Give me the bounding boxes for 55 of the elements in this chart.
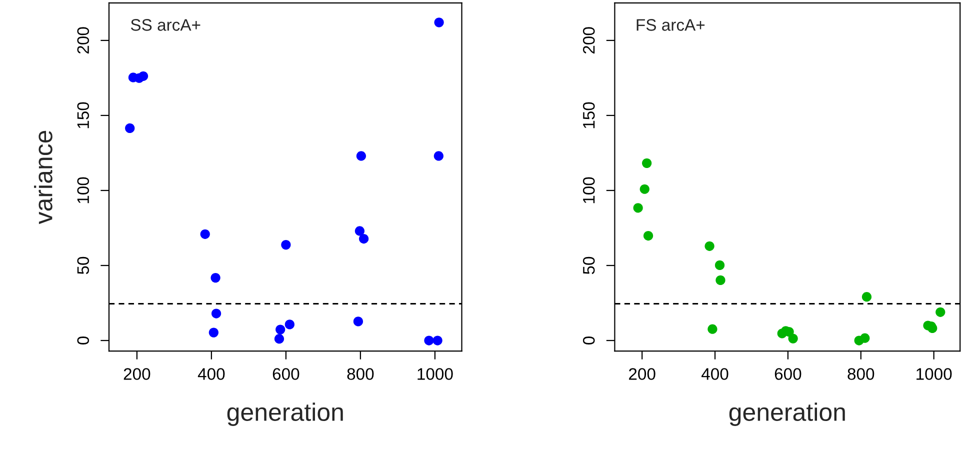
x-tick-label: 600 [774, 368, 802, 380]
point [424, 336, 434, 346]
point [138, 71, 148, 81]
text: SS arcA+ [130, 19, 200, 31]
x-tick-label: 600 [272, 368, 300, 380]
x-tick-label: 1000 [418, 368, 453, 380]
point [640, 184, 650, 194]
point [358, 234, 369, 244]
x-tick-label: 800 [848, 368, 874, 380]
y-tick-label: 200 [582, 27, 595, 54]
point [356, 151, 366, 161]
point [434, 151, 444, 161]
x-tick-label: 400 [701, 368, 728, 380]
point [210, 272, 220, 283]
point [936, 307, 946, 317]
y-tick-label: 100 [77, 177, 90, 204]
y-tick-label: 100 [582, 177, 595, 204]
point [788, 334, 798, 344]
point [353, 316, 364, 326]
y-axis-title: variance [34, 130, 52, 224]
y-tick-label: 0 [582, 336, 595, 344]
x-tick-label: 200 [629, 368, 656, 380]
point [714, 260, 725, 270]
y-tick-label: 150 [77, 102, 90, 128]
point [633, 203, 643, 213]
y-tick-label: 50 [582, 256, 595, 274]
point [643, 230, 654, 241]
point [704, 241, 714, 251]
point [281, 240, 291, 250]
y-tick-label: 50 [77, 256, 90, 274]
x-tick-label: 400 [198, 368, 225, 380]
text: FS arcA+ [636, 19, 705, 31]
point [211, 308, 222, 318]
point [354, 226, 365, 236]
point [716, 275, 726, 286]
point [434, 18, 444, 28]
point [208, 328, 218, 338]
point [276, 324, 286, 334]
point [862, 292, 872, 302]
x-tick-label: 1000 [916, 368, 952, 380]
point [274, 334, 284, 344]
x-tick-label: 200 [124, 368, 150, 380]
point [432, 336, 442, 346]
y-tick-label: 200 [77, 27, 90, 54]
point [125, 123, 135, 134]
point [200, 229, 210, 239]
point [860, 333, 870, 343]
x-axis-title: generation [729, 402, 845, 426]
point [642, 158, 652, 168]
point [284, 320, 294, 330]
x-tick-label: 800 [347, 368, 374, 380]
y-tick-label: 0 [77, 336, 90, 344]
y-tick-label: 150 [582, 102, 595, 128]
point [708, 324, 718, 334]
x-axis-title: generation [227, 402, 343, 426]
